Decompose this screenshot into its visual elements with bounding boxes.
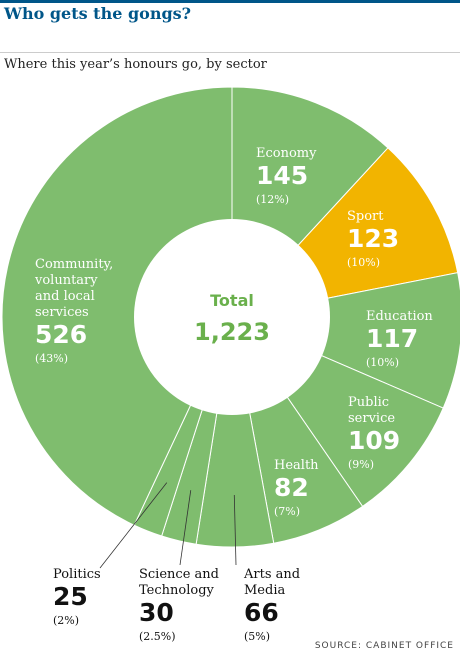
slice-label-percent: (10%) xyxy=(347,256,380,269)
leader-line-politics xyxy=(99,482,168,569)
slice-label-name: Sport xyxy=(347,209,384,224)
chart-subtitle: Where this year’s honours go, by sector xyxy=(4,57,267,72)
slice-label-value: 66 xyxy=(244,598,279,627)
center-total-label: Total xyxy=(210,291,254,310)
slice-community-voluntary-and-local-services xyxy=(1,86,233,526)
slice-label-name: Community, voluntary and local services xyxy=(34,257,113,320)
slice-label-percent: (9%) xyxy=(348,458,374,471)
slice-label-value: 109 xyxy=(348,426,400,455)
leader-line-science-and-technology xyxy=(179,490,192,566)
slice-label-value: 30 xyxy=(139,598,174,627)
leader-line-arts-and-media xyxy=(233,494,237,566)
donut-hole xyxy=(134,219,330,415)
slice-label-name: Public service xyxy=(348,395,395,426)
slice-label-value: 123 xyxy=(347,224,399,253)
source-note: SOURCE: CABINET OFFICE xyxy=(314,641,454,651)
chart-title: Who gets the gongs? xyxy=(4,4,192,23)
slice-label-name: Health xyxy=(274,458,319,473)
slice-label-name: Economy xyxy=(256,146,317,161)
slice-label-value: 117 xyxy=(366,324,418,353)
top-rule xyxy=(0,0,460,3)
slice-label-value: 25 xyxy=(53,582,88,611)
leader-lines xyxy=(99,482,237,569)
title-divider xyxy=(0,52,460,53)
slice-label-value: 82 xyxy=(274,473,309,502)
slice-label-name: Politics xyxy=(53,567,101,582)
slice-label-name: Science and Technology xyxy=(139,567,219,598)
slice-label-percent: (12%) xyxy=(256,193,289,206)
slice-label-name: Education xyxy=(366,309,433,324)
slice-label-percent: (43%) xyxy=(35,352,68,365)
slice-label-percent: (2.5%) xyxy=(139,630,176,643)
slice-label-percent: (5%) xyxy=(244,630,270,643)
slice-label-percent: (2%) xyxy=(53,614,79,627)
slice-label-percent: (10%) xyxy=(366,356,399,369)
slice-label-value: 526 xyxy=(35,320,87,349)
center-total-value: 1,223 xyxy=(194,318,270,346)
slice-label-value: 145 xyxy=(256,161,308,190)
slice-label-percent: (7%) xyxy=(274,505,300,518)
slice-label-name: Arts and Media xyxy=(243,567,300,598)
